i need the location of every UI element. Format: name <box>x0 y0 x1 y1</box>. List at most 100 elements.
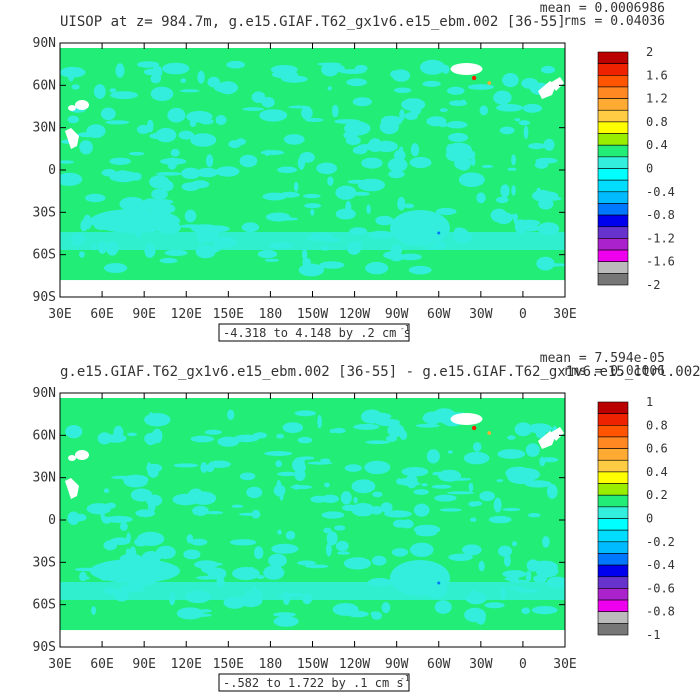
anomaly-patch <box>380 115 403 126</box>
anomaly-patch <box>317 62 342 66</box>
anomaly-patch <box>388 170 405 179</box>
anomaly-patch <box>292 458 306 472</box>
anomaly-patch <box>162 62 190 75</box>
colorbar-swatch <box>597 424 629 438</box>
range-box-frame <box>218 323 410 342</box>
x-tick-label: 30E <box>48 657 71 672</box>
anomaly-patch <box>419 59 446 75</box>
anomaly-patch <box>79 251 85 258</box>
x-tick-label: 120E <box>171 657 202 672</box>
y-tick-label: 30S <box>33 555 56 570</box>
anomaly-patch <box>335 540 349 552</box>
anomaly-patch <box>189 119 197 128</box>
anomaly-patch <box>246 486 263 499</box>
y-tick-label: 30N <box>33 121 56 136</box>
anomaly-patch <box>335 185 357 200</box>
anomaly-patch <box>279 191 300 198</box>
anomaly-patch <box>301 106 313 120</box>
anomaly-patch <box>332 603 359 616</box>
anomaly-patch <box>310 209 315 216</box>
range-box: -.582 to 1.722 by .1 cm s-1 <box>218 673 410 692</box>
anomaly-patch <box>496 196 509 204</box>
anomaly-patch <box>159 257 178 264</box>
anomaly-patch <box>493 497 502 513</box>
anomaly-patch <box>488 515 512 524</box>
anomaly-patch <box>60 66 86 78</box>
anomaly-patch <box>60 172 83 186</box>
range-label: -.582 to 1.722 by .1 cm s <box>223 676 404 690</box>
colorbar-swatch <box>597 623 629 636</box>
anomaly-patch <box>342 504 359 511</box>
colorbar-swatch <box>597 51 629 64</box>
anomaly-patch <box>268 553 287 568</box>
colorbar-swatch <box>597 273 629 286</box>
anomaly-patch <box>270 65 298 75</box>
anomaly-patch <box>504 576 520 582</box>
anomaly-patch <box>127 432 137 437</box>
anomaly-patch <box>528 513 541 518</box>
anomaly-patch <box>426 116 447 127</box>
anomaly-patch <box>109 88 117 93</box>
anomaly-patch <box>254 546 264 560</box>
anomaly-patch <box>67 115 80 124</box>
anomaly-patch <box>156 545 176 560</box>
anomaly-patch <box>181 167 201 179</box>
anomaly-patch <box>208 460 231 468</box>
anomaly-patch <box>297 436 313 444</box>
anomaly-patch <box>391 548 409 557</box>
x-tick-label: 150E <box>213 307 244 322</box>
anomaly-patch <box>129 546 137 560</box>
anomaly-patch <box>239 154 258 168</box>
anomaly-patch <box>184 209 197 223</box>
map-panel-2: g.e15.GIAF.T62_gx1v6.e15_ebm.002 [36-55]… <box>33 351 700 692</box>
colorbar-swatch <box>597 179 629 193</box>
land-patch <box>550 77 564 91</box>
anomaly-patch <box>368 138 383 153</box>
anomaly-patch <box>264 451 293 456</box>
anomaly-patch <box>238 512 260 516</box>
anomaly-patch <box>357 178 385 192</box>
anomaly-patch <box>496 479 504 483</box>
x-tick-label: 60E <box>90 307 113 322</box>
anomaly-patch <box>215 166 240 177</box>
anomaly-patch <box>259 109 288 122</box>
y-tick-label: 60S <box>33 598 56 613</box>
colorbar-label: 1.2 <box>646 92 668 106</box>
anomaly-patch <box>479 105 488 116</box>
anomaly-patch <box>77 132 102 138</box>
anomaly-patch <box>192 505 209 516</box>
anomaly-patch <box>541 65 555 74</box>
anomaly-patch <box>281 75 308 83</box>
anomaly-patch <box>352 97 372 107</box>
anomaly-patch <box>179 89 200 93</box>
anomaly-patch <box>90 559 180 583</box>
anomaly-patch <box>187 488 204 504</box>
anomaly-patch <box>366 204 371 214</box>
anomaly-patch <box>299 456 315 460</box>
anomaly-patch <box>514 224 541 232</box>
rms-stat: rms = 0.04036 <box>563 14 665 29</box>
anomaly-patch <box>293 181 299 192</box>
land-patch <box>75 450 89 460</box>
colorbar-swatch <box>597 133 629 146</box>
colorbar-swatch <box>597 611 629 624</box>
anomaly-patch <box>353 423 380 430</box>
anomaly-patch <box>275 460 283 468</box>
anomaly-patch <box>521 78 539 89</box>
anomaly-patch <box>180 224 203 229</box>
anomaly-patch <box>109 537 131 545</box>
anomaly-patch <box>256 575 265 579</box>
colorbar-label: -0.2 <box>646 535 675 549</box>
anomaly-patch <box>228 140 241 149</box>
anomaly-patch <box>167 157 177 170</box>
colorbar-swatch <box>597 529 629 543</box>
anomaly-patch <box>499 126 515 135</box>
anomaly-patch <box>447 86 465 95</box>
anomaly-patch <box>104 434 127 443</box>
colorbar-swatch <box>597 121 629 134</box>
anomaly-patch <box>229 539 257 546</box>
anomaly-patch <box>413 503 430 517</box>
colorbar-swatch <box>597 98 629 111</box>
anomaly-patch <box>321 511 345 519</box>
